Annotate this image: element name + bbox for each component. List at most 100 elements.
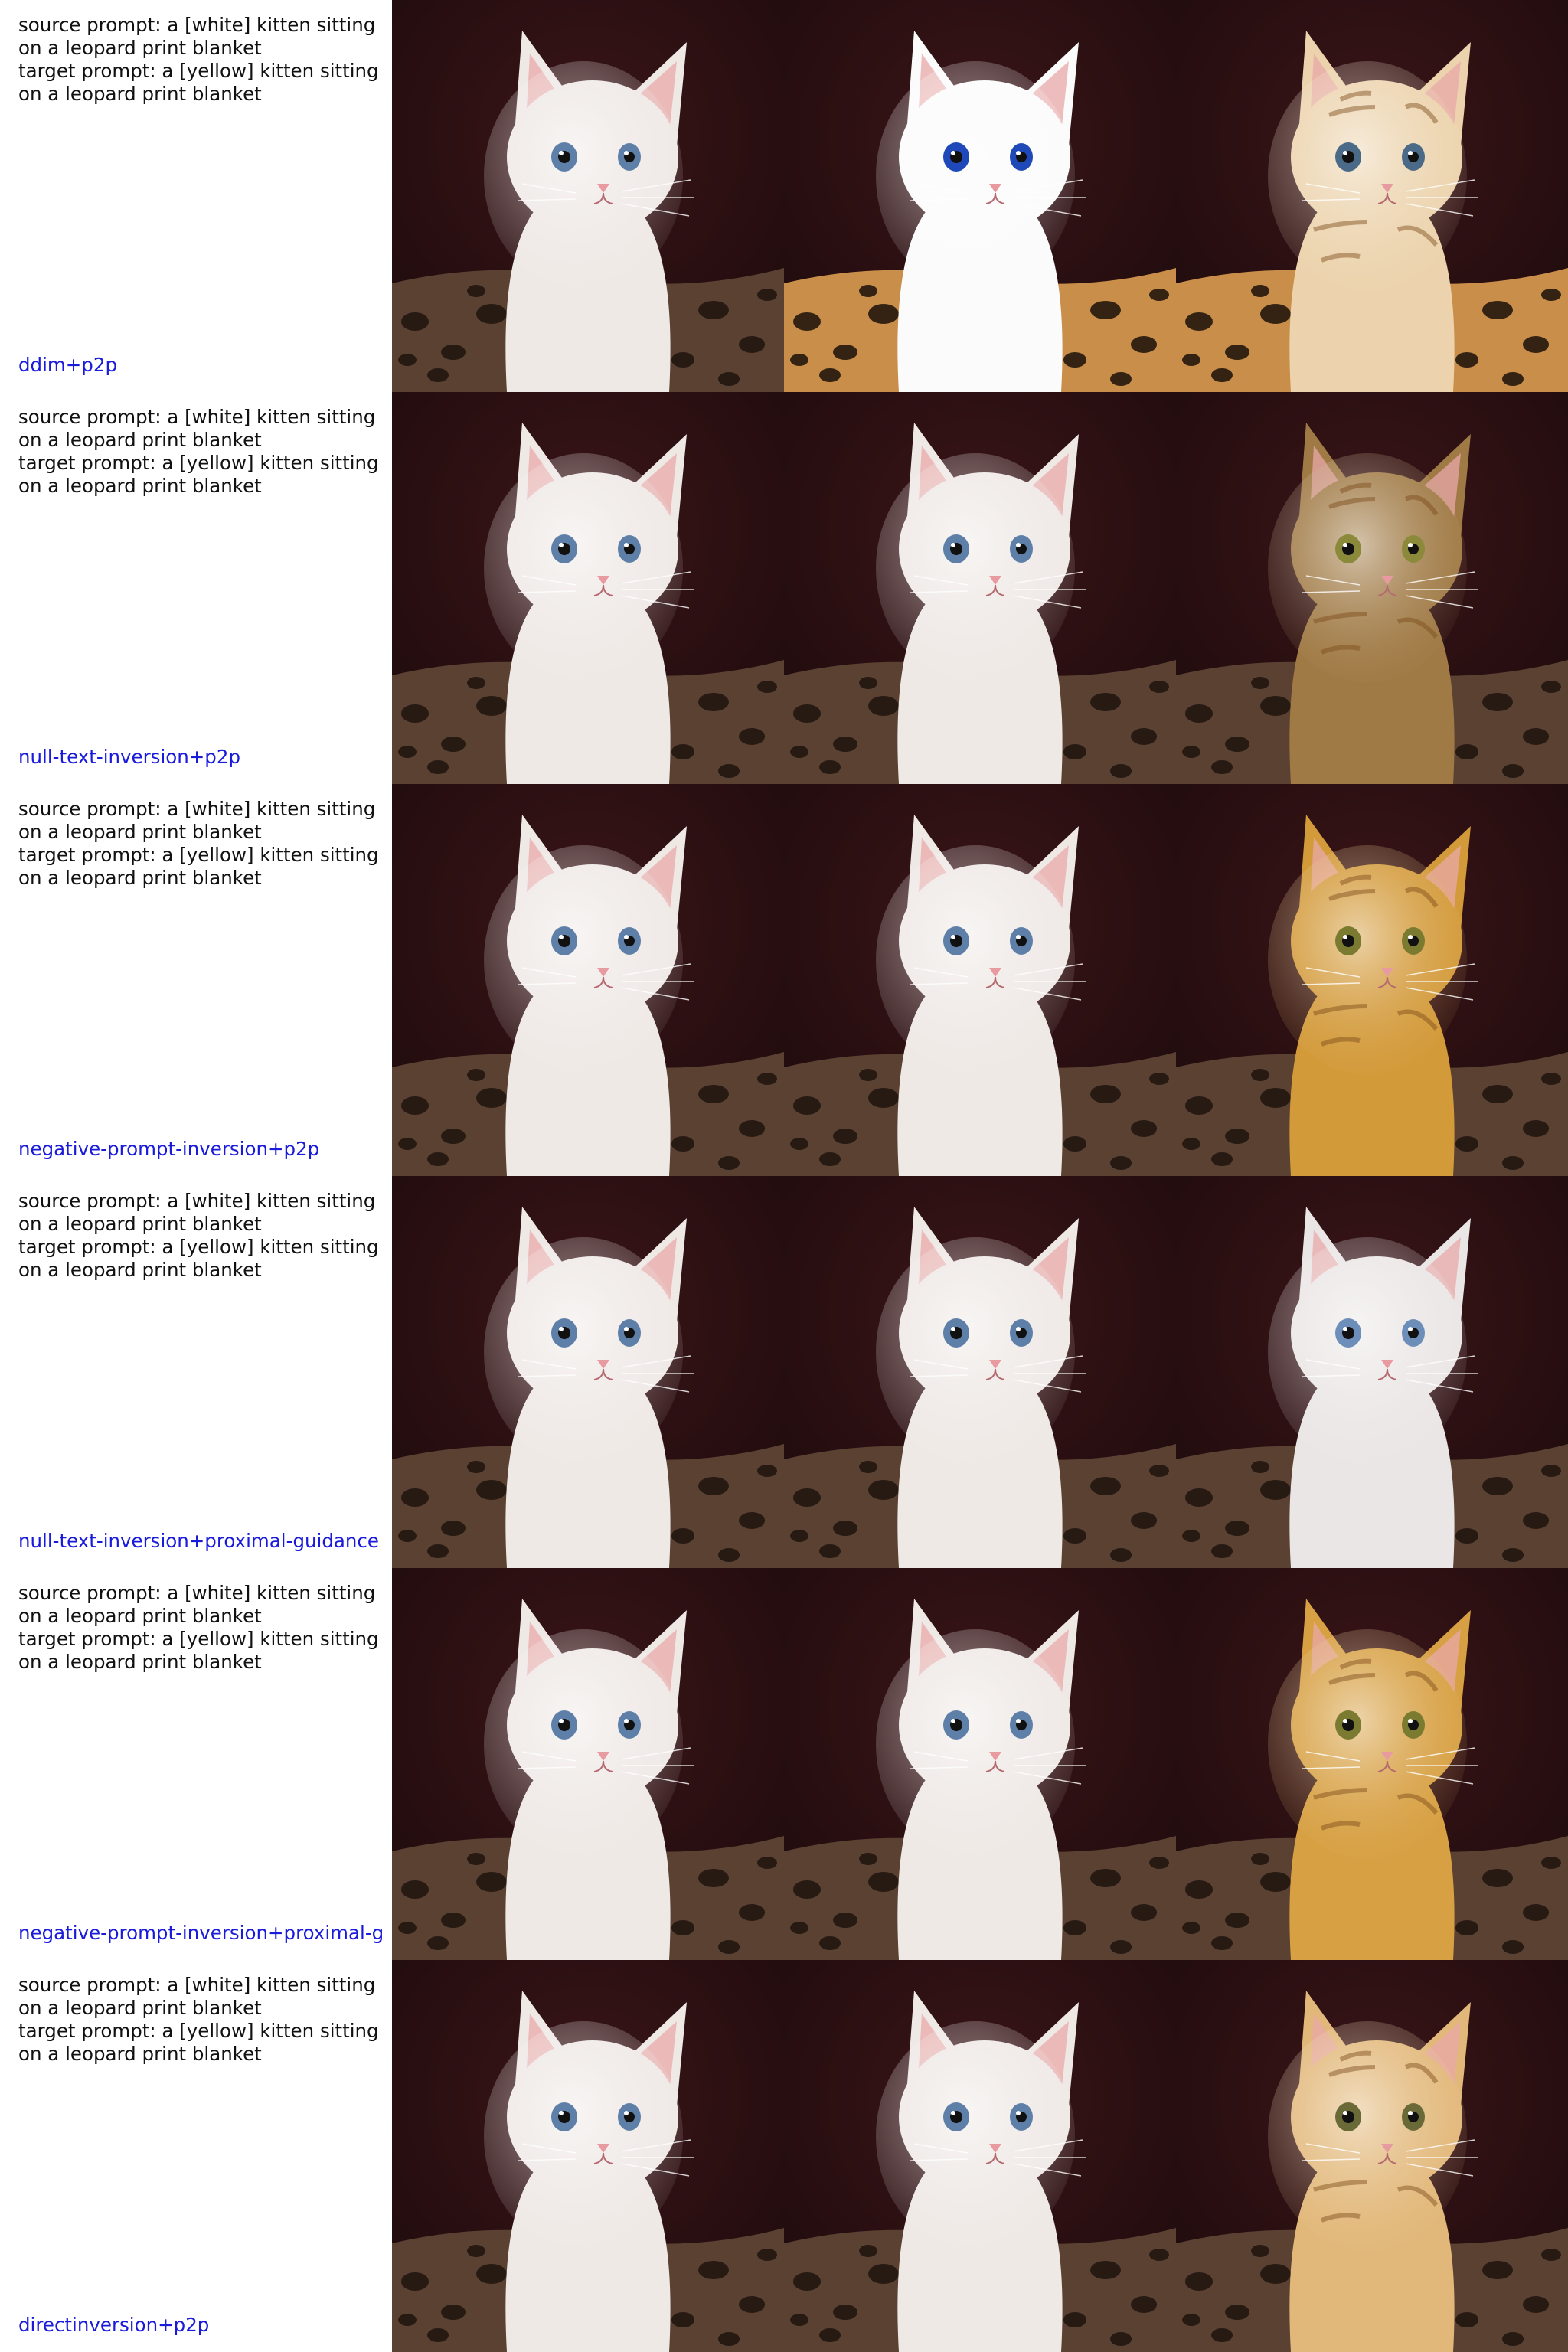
- mouth: [1377, 584, 1397, 596]
- leopard-spot: [401, 704, 429, 723]
- nose: [989, 184, 1001, 193]
- tabby-stripe: [1328, 2065, 1376, 2077]
- right-paw: [1377, 1084, 1435, 1127]
- whisker: [910, 198, 969, 201]
- left-paw: [524, 692, 582, 735]
- whisker: [1302, 198, 1361, 201]
- leopard-spot: [698, 1477, 729, 1495]
- eye-glint: [624, 1719, 629, 1723]
- leopard-spot: [1185, 1488, 1213, 1507]
- leopard-spot: [1523, 336, 1549, 353]
- leopard-spot: [398, 1922, 416, 1934]
- whisker: [1013, 987, 1082, 1001]
- leopard-spot: [1149, 1073, 1169, 1085]
- leopard-spot: [868, 2264, 899, 2284]
- leopard-spot: [739, 1512, 765, 1529]
- leopard-spot: [1482, 1477, 1513, 1495]
- eye-glint: [951, 935, 956, 939]
- tabby-stripe: [1396, 1793, 1439, 1815]
- leopard-spot: [441, 1913, 466, 1928]
- whisker: [518, 2158, 577, 2161]
- leopard-spot: [1251, 1069, 1269, 1081]
- leopard-spot: [1110, 1548, 1132, 1562]
- tabby-stripe: [1404, 495, 1439, 516]
- edited-image: [1176, 784, 1568, 1176]
- leopard-spot: [718, 1940, 740, 1954]
- leopard-spot: [859, 1461, 877, 1473]
- eye-glint: [1343, 151, 1348, 155]
- leopard-spot: [398, 354, 416, 366]
- leopard-spot: [1090, 693, 1121, 711]
- whisker: [910, 590, 969, 593]
- leopard-spot: [1211, 1936, 1233, 1950]
- fur-highlight: [876, 453, 1075, 683]
- tabby-stripe: [1320, 253, 1361, 263]
- leopard-spot: [427, 1152, 449, 1166]
- kitten-image: [784, 1176, 1176, 1568]
- whisker: [1302, 1374, 1361, 1377]
- right-paw: [1377, 692, 1435, 735]
- kitten-image: [1176, 1960, 1568, 2352]
- comparison-row: source prompt: a [white] kitten sitting …: [0, 0, 1568, 392]
- whisker: [1405, 963, 1475, 976]
- leopard-spot: [427, 1936, 449, 1950]
- tabby-stripe: [1328, 105, 1376, 117]
- left-paw: [1308, 2260, 1366, 2303]
- leopard-spot: [1260, 2264, 1291, 2284]
- leopard-spot: [790, 2314, 808, 2326]
- tabby-stripe: [1339, 1658, 1372, 1670]
- mouth: [985, 2152, 1005, 2164]
- leopard-spot: [467, 1461, 485, 1473]
- tabby-stripe: [1313, 2180, 1368, 2192]
- leopard-spot: [698, 301, 729, 319]
- whisker: [1405, 1747, 1475, 1760]
- leopard-spot: [819, 368, 841, 382]
- whisker: [1302, 590, 1361, 593]
- whisker: [913, 1359, 969, 1370]
- leopard-spot: [718, 764, 740, 778]
- eye-glint: [1408, 935, 1413, 939]
- fur-highlight: [1268, 845, 1467, 1075]
- source-image: [392, 0, 784, 392]
- method-label: directinversion+p2p: [18, 2314, 210, 2336]
- leopard-spot: [1110, 372, 1132, 386]
- nose: [989, 968, 1001, 977]
- whisker: [1305, 1751, 1361, 1762]
- leopard-spot: [1131, 1120, 1157, 1137]
- edited-image: [1176, 392, 1568, 784]
- row-label-panel: source prompt: a [white] kitten sitting …: [0, 1176, 392, 1568]
- mouth: [985, 976, 1005, 988]
- leopard-spot: [868, 1872, 899, 1892]
- leopard-spot: [467, 1069, 485, 1081]
- fur-highlight: [1268, 1629, 1467, 1859]
- edited-image: [1176, 1176, 1568, 1568]
- leopard-spot: [401, 1488, 429, 1507]
- leopard-spot: [1110, 1940, 1132, 1954]
- leopard-spot: [757, 1465, 777, 1477]
- kitten-image: [1176, 1176, 1568, 1568]
- leopard-spot: [1225, 1129, 1250, 1144]
- right-paw: [985, 1476, 1043, 1519]
- eye-glint: [1343, 1719, 1348, 1723]
- whisker: [1013, 1355, 1083, 1368]
- left-paw: [524, 2260, 582, 2303]
- leopard-spot: [1211, 2328, 1233, 2342]
- leopard-spot: [671, 744, 694, 760]
- eye-glint: [1016, 2111, 1021, 2115]
- prompt-text: source prompt: a [white] kitten sitting …: [18, 1974, 379, 2065]
- leopard-spot: [718, 1156, 740, 1170]
- eye-glint: [1408, 151, 1413, 155]
- leopard-spot: [1110, 2332, 1132, 2346]
- whisker: [521, 575, 577, 586]
- tabby-stripe: [1313, 612, 1368, 624]
- mouth: [593, 584, 613, 596]
- leopard-spot: [1090, 2261, 1121, 2279]
- edited-image: [1176, 0, 1568, 392]
- leopard-spot: [698, 1869, 729, 1887]
- leopard-spot: [427, 1544, 449, 1558]
- right-paw: [593, 1084, 651, 1127]
- leopard-spot: [441, 737, 466, 752]
- fur-highlight: [484, 61, 683, 291]
- leopard-spot: [1541, 1465, 1561, 1477]
- fur-highlight: [484, 453, 683, 683]
